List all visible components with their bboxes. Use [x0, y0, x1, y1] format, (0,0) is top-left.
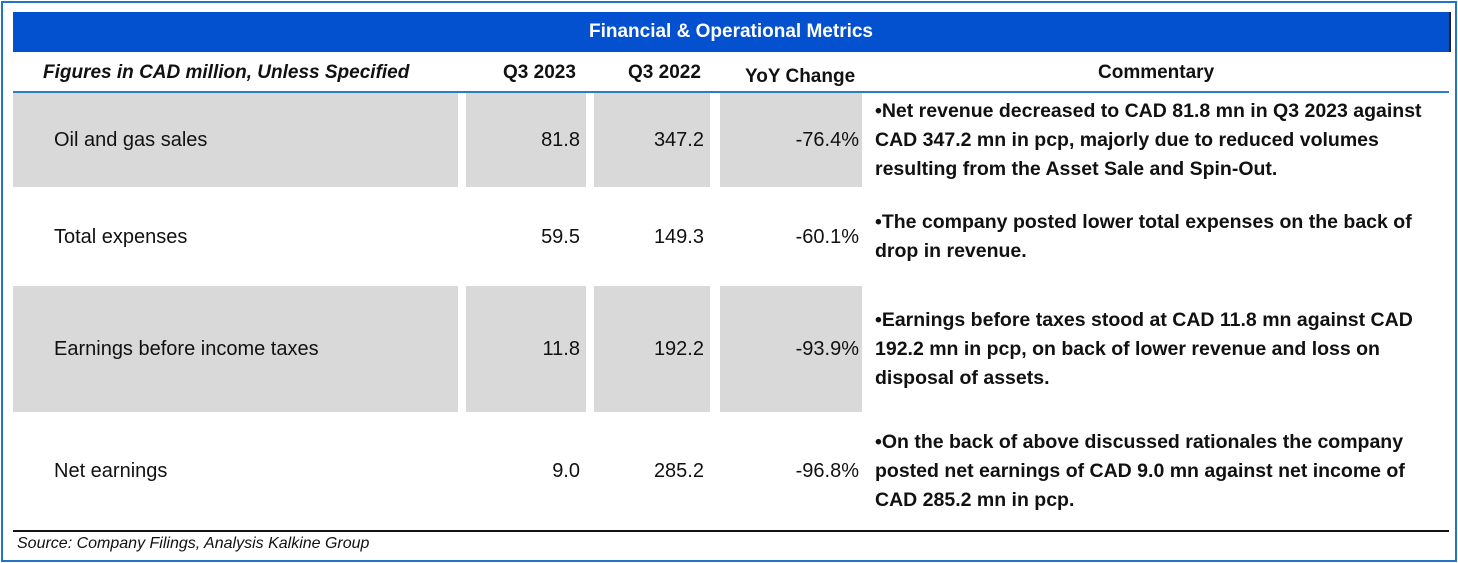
yoy-cell: -96.8% [795, 459, 859, 482]
source-note: Source: Company Filings, Analysis Kalkin… [17, 535, 370, 552]
q3-2022-cell: 285.2 [653, 459, 704, 482]
yoy-cell: -60.1% [795, 225, 859, 248]
commentary-cell: •Net revenue decreased to CAD 81.8 mn in… [875, 99, 1422, 180]
header-divider [13, 91, 1449, 93]
footer-divider [13, 530, 1449, 532]
metric-cell: Total expenses [54, 225, 188, 248]
table-title: Financial & Operational Metrics [13, 12, 1451, 52]
q3-2022-cell: 192.2 [594, 286, 710, 412]
q3-2023-cell: 81.8 [466, 93, 586, 187]
column-header-yoy: YoY Change [745, 66, 856, 87]
q3-2023-cell: 59.5 [541, 225, 580, 248]
column-header-q3-2022: Q3 2022 [628, 62, 701, 83]
commentary-cell: •The company posted lower total expenses… [875, 211, 1412, 262]
metric-cell: Net earnings [54, 459, 168, 482]
q3-2023-cell: 9.0 [552, 459, 580, 482]
commentary-cell: •Earnings before taxes stood at CAD 11.8… [875, 308, 1413, 389]
metric-cell: Oil and gas sales [13, 93, 458, 187]
q3-2022-cell: 149.3 [653, 225, 704, 248]
column-header-metric: Figures in CAD million, Unless Specified [43, 62, 410, 83]
yoy-cell: -76.4% [720, 93, 862, 187]
q3-2023-cell: 11.8 [466, 286, 586, 412]
q3-2022-cell: 347.2 [594, 93, 710, 187]
commentary-cell: •On the back of above discussed rational… [875, 430, 1405, 511]
column-header-commentary: Commentary [1098, 62, 1215, 83]
yoy-cell: -93.9% [720, 286, 862, 412]
column-header-q3-2023: Q3 2023 [503, 62, 576, 83]
metric-cell: Earnings before income taxes [13, 286, 458, 412]
